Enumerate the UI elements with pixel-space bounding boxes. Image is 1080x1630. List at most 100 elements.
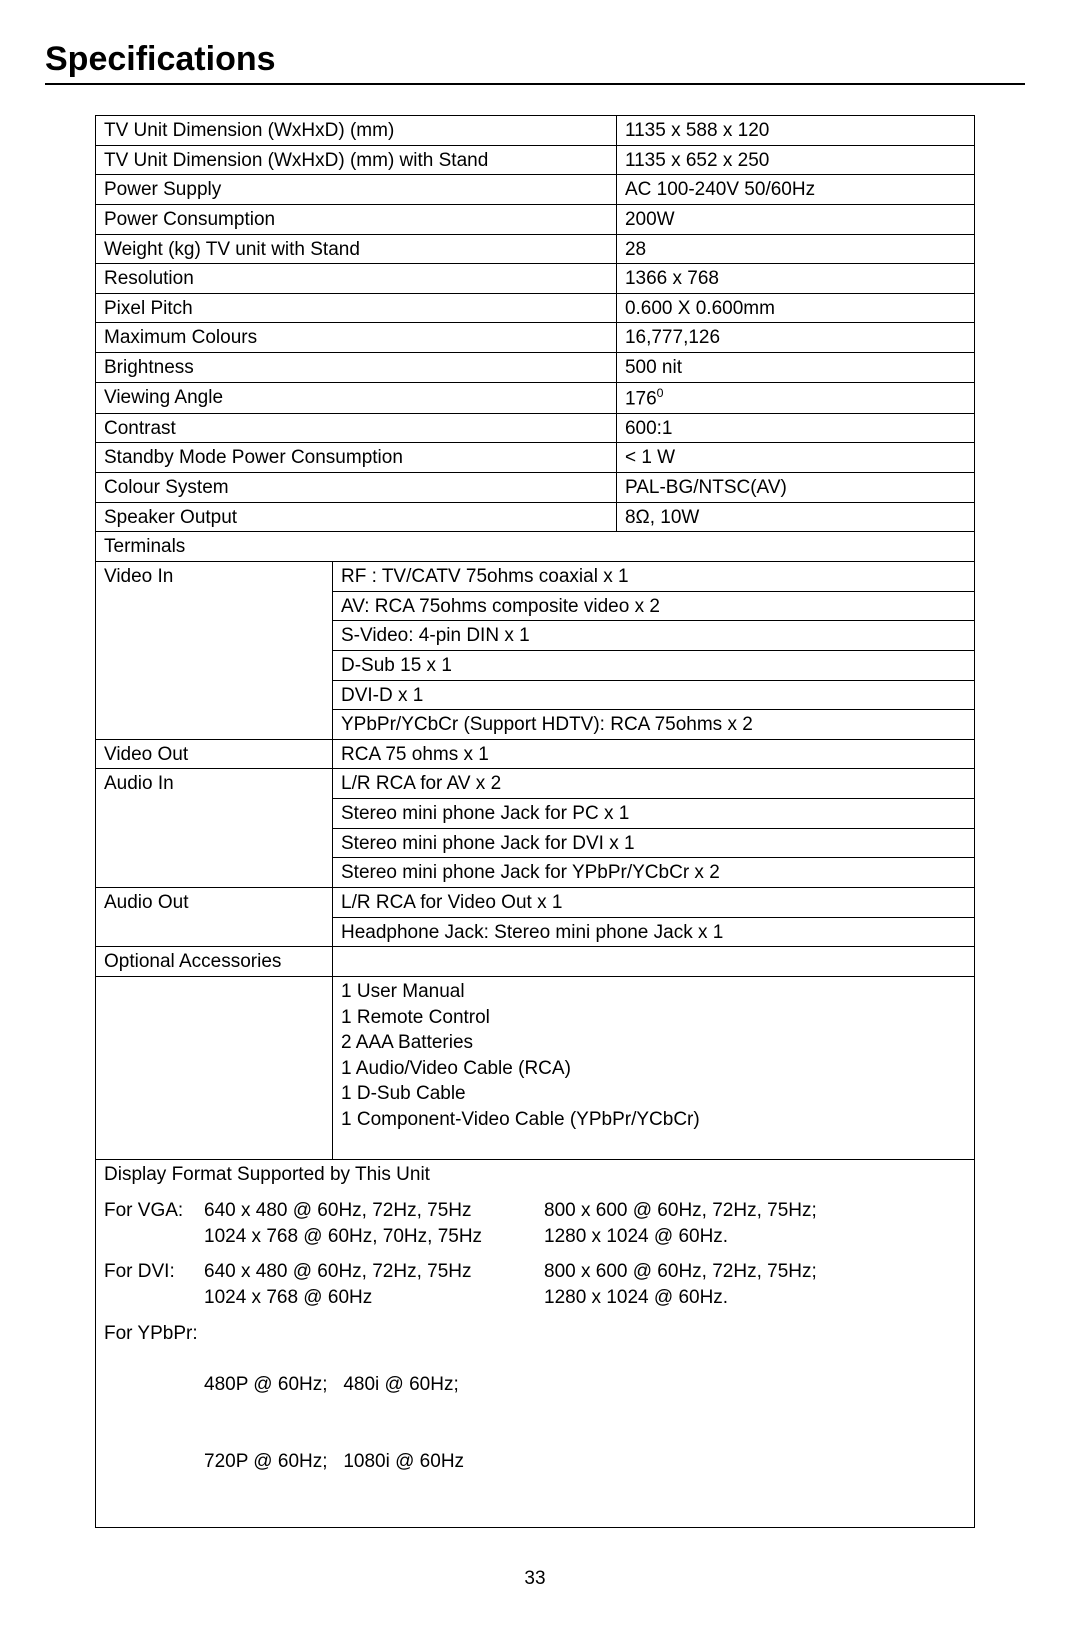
spec-label: Speaker Output (96, 502, 617, 532)
table-row: Brightness500 nit (96, 353, 975, 383)
spec-value: 1760 (616, 382, 974, 413)
format-col1: 640 x 480 @ 60Hz, 72Hz, 75Hz 1024 x 768 … (204, 1259, 544, 1310)
format-text: 640 x 480 @ 60Hz, 72Hz, 75Hz (204, 1198, 544, 1224)
spec-value: 0.600 X 0.600mm (616, 293, 974, 323)
accessories-item: 1 Component-Video Cable (YPbPr/YCbCr) (341, 1107, 966, 1133)
audio-in-item: Stereo mini phone Jack for DVI x 1 (333, 828, 975, 858)
table-row: Display Format Supported by This Unit Fo… (96, 1160, 975, 1527)
spec-label: TV Unit Dimension (WxHxD) (mm) (96, 116, 617, 146)
viewing-angle-num: 176 (625, 388, 657, 409)
spec-label: Standby Mode Power Consumption (96, 443, 617, 473)
title-underline (45, 83, 1025, 85)
spec-value: 500 nit (616, 353, 974, 383)
table-row: Resolution1366 x 768 (96, 264, 975, 294)
accessories-item: 1 User Manual (341, 979, 966, 1005)
video-out-value: RCA 75 ohms x 1 (333, 739, 975, 769)
audio-out-item: L/R RCA for Video Out x 1 (333, 887, 975, 917)
spec-label: Brightness (96, 353, 617, 383)
video-in-item: YPbPr/YCbCr (Support HDTV): RCA 75ohms x… (333, 710, 975, 740)
spec-label: Resolution (96, 264, 617, 294)
formats-title: Display Format Supported by This Unit (104, 1162, 966, 1188)
video-in-label: Video In (96, 561, 333, 739)
audio-in-label: Audio In (96, 769, 333, 888)
audio-in-item: L/R RCA for AV x 2 (333, 769, 975, 799)
format-col1: 640 x 480 @ 60Hz, 72Hz, 75Hz 1024 x 768 … (204, 1198, 544, 1249)
accessories-item: 1 D-Sub Cable (341, 1081, 966, 1107)
video-in-item: S-Video: 4-pin DIN x 1 (333, 621, 975, 651)
format-col2: 800 x 600 @ 60Hz, 72Hz, 75Hz; 1280 x 102… (544, 1198, 966, 1249)
accessories-item: 1 Remote Control (341, 1005, 966, 1031)
table-row: Pixel Pitch0.600 X 0.600mm (96, 293, 975, 323)
video-in-item: AV: RCA 75ohms composite video x 2 (333, 591, 975, 621)
table-row: Contrast600:1 (96, 413, 975, 443)
format-text: 1024 x 768 @ 60Hz (204, 1285, 544, 1311)
table-row: Power Consumption200W (96, 204, 975, 234)
spec-value: AC 100-240V 50/60Hz (616, 175, 974, 205)
table-row: Speaker Output8Ω, 10W (96, 502, 975, 532)
table-row: TV Unit Dimension (WxHxD) (mm) with Stan… (96, 145, 975, 175)
table-row: Optional Accessories (96, 947, 975, 977)
accessories-list: 1 User Manual 1 Remote Control 2 AAA Bat… (333, 976, 975, 1159)
format-label: For YPbPr: (104, 1321, 204, 1526)
terminals-header: Terminals (96, 532, 975, 562)
format-row-dvi: For DVI: 640 x 480 @ 60Hz, 72Hz, 75Hz 10… (104, 1259, 966, 1310)
video-in-item: DVI-D x 1 (333, 680, 975, 710)
spec-value: 16,777,126 (616, 323, 974, 353)
format-label: For DVI: (104, 1259, 204, 1310)
page-title: Specifications (45, 40, 1025, 79)
page-number: 33 (45, 1568, 1025, 1590)
table-row: Power SupplyAC 100-240V 50/60Hz (96, 175, 975, 205)
format-text: 720P @ 60Hz; 1080i @ 60Hz (204, 1449, 544, 1475)
accessories-empty-left (96, 976, 333, 1159)
spec-label: Viewing Angle (96, 382, 617, 413)
spec-value: PAL-BG/NTSC(AV) (616, 473, 974, 503)
accessories-item: 2 AAA Batteries (341, 1030, 966, 1056)
table-row: Weight (kg) TV unit with Stand28 (96, 234, 975, 264)
spec-label: Contrast (96, 413, 617, 443)
format-text: 1280 x 1024 @ 60Hz. (544, 1224, 966, 1250)
specifications-table: TV Unit Dimension (WxHxD) (mm)1135 x 588… (95, 115, 975, 1528)
format-text: 800 x 600 @ 60Hz, 72Hz, 75Hz; (544, 1198, 966, 1224)
spec-value: 1135 x 652 x 250 (616, 145, 974, 175)
accessories-label: Optional Accessories (96, 947, 333, 977)
spec-value: 1135 x 588 x 120 (616, 116, 974, 146)
format-row-vga: For VGA: 640 x 480 @ 60Hz, 72Hz, 75Hz 10… (104, 1198, 966, 1249)
audio-out-label: Audio Out (96, 887, 333, 946)
format-row-ypbpr: For YPbPr: 480P @ 60Hz; 480i @ 60Hz; 720… (104, 1321, 966, 1526)
spec-value: 1366 x 768 (616, 264, 974, 294)
table-row: Terminals (96, 532, 975, 562)
spec-label: TV Unit Dimension (WxHxD) (mm) with Stan… (96, 145, 617, 175)
table-row: Audio In L/R RCA for AV x 2 (96, 769, 975, 799)
spec-value: 8Ω, 10W (616, 502, 974, 532)
spec-value: 28 (616, 234, 974, 264)
format-text: 800 x 600 @ 60Hz, 72Hz, 75Hz; (544, 1259, 966, 1285)
accessories-empty (333, 947, 975, 977)
spec-value: < 1 W (616, 443, 974, 473)
spec-label: Power Consumption (96, 204, 617, 234)
video-in-item: D-Sub 15 x 1 (333, 650, 975, 680)
table-row: Video Out RCA 75 ohms x 1 (96, 739, 975, 769)
audio-in-item: Stereo mini phone Jack for PC x 1 (333, 799, 975, 829)
table-row: 1 User Manual 1 Remote Control 2 AAA Bat… (96, 976, 975, 1159)
table-row: Standby Mode Power Consumption< 1 W (96, 443, 975, 473)
audio-out-item: Headphone Jack: Stereo mini phone Jack x… (333, 917, 975, 947)
spec-value: 200W (616, 204, 974, 234)
table-row: Maximum Colours16,777,126 (96, 323, 975, 353)
table-row: TV Unit Dimension (WxHxD) (mm)1135 x 588… (96, 116, 975, 146)
video-out-label: Video Out (96, 739, 333, 769)
spec-label: Power Supply (96, 175, 617, 205)
format-text: 1024 x 768 @ 60Hz, 70Hz, 75Hz (204, 1224, 544, 1250)
format-col2 (544, 1321, 966, 1526)
spec-label: Pixel Pitch (96, 293, 617, 323)
degree-superscript: 0 (657, 386, 664, 400)
format-text: 640 x 480 @ 60Hz, 72Hz, 75Hz (204, 1259, 544, 1285)
spec-label: Maximum Colours (96, 323, 617, 353)
display-formats-cell: Display Format Supported by This Unit Fo… (96, 1160, 975, 1527)
spec-label: Colour System (96, 473, 617, 503)
format-label: For VGA: (104, 1198, 204, 1249)
format-col2: 800 x 600 @ 60Hz, 72Hz, 75Hz; 1280 x 102… (544, 1259, 966, 1310)
format-col1: 480P @ 60Hz; 480i @ 60Hz; 720P @ 60Hz; 1… (204, 1321, 544, 1526)
video-in-item: RF : TV/CATV 75ohms coaxial x 1 (333, 561, 975, 591)
table-row: Colour SystemPAL-BG/NTSC(AV) (96, 473, 975, 503)
spec-label: Weight (kg) TV unit with Stand (96, 234, 617, 264)
